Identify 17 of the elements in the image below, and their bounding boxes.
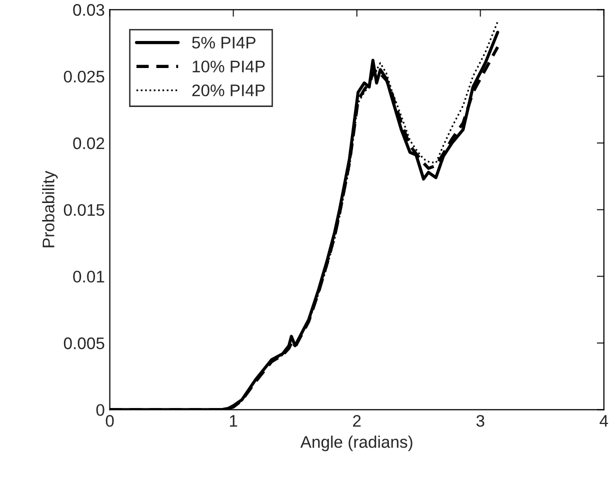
legend-label: 20% PI4P bbox=[192, 84, 265, 96]
legend-label: 5% PI4P bbox=[192, 36, 256, 49]
x-tick-label: 4 bbox=[600, 415, 608, 427]
y-axis-title: Probability bbox=[42, 170, 58, 248]
x-axis-title: Angle (radians) bbox=[300, 436, 412, 452]
y-tick-label: 0.015 bbox=[64, 204, 104, 216]
x-tick-label: 2 bbox=[353, 415, 361, 427]
x-tick-label: 3 bbox=[476, 415, 484, 427]
legend-label: 10% PI4P bbox=[192, 60, 265, 72]
y-tick-label: 0.03 bbox=[73, 4, 104, 16]
y-tick-label: 0.025 bbox=[64, 70, 104, 83]
y-tick-label: 0.01 bbox=[73, 270, 104, 283]
x-tick-label: 0 bbox=[106, 415, 114, 427]
y-tick-label: 0.005 bbox=[64, 337, 104, 350]
x-tick-label: 1 bbox=[230, 415, 238, 427]
y-tick-label: 0 bbox=[96, 404, 104, 416]
y-tick-label: 0.02 bbox=[73, 137, 104, 150]
